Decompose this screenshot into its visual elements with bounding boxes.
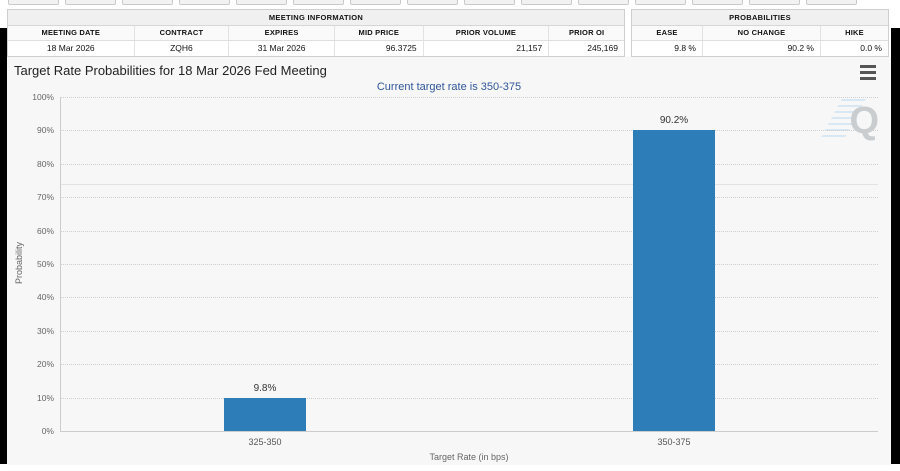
col-prior-volume: PRIOR VOLUME	[422, 26, 549, 40]
faint-plot-line	[60, 183, 878, 185]
probabilities-title: PROBABILITIES	[632, 10, 888, 26]
meeting-information-title: MEETING INFORMATION	[8, 10, 624, 26]
col-contract: CONTRACT	[133, 26, 229, 40]
left-black-edge	[0, 28, 7, 464]
y-tick-label: 0%	[41, 426, 54, 436]
meeting-date-tab[interactable]	[8, 0, 59, 5]
y-tick-label: 20%	[36, 359, 54, 370]
col-hike: HIKE	[820, 26, 888, 40]
x-category-label: 325-350	[248, 437, 282, 447]
chart-subtitle: Current target rate is 350-375	[376, 81, 522, 93]
col-meeting-date: MEETING DATE	[41, 28, 101, 37]
gridline	[60, 364, 878, 366]
meeting-date-tab[interactable]	[122, 0, 173, 5]
y-tick-label: 40%	[36, 292, 54, 303]
gridline	[60, 297, 878, 299]
meeting-tabs-strip	[0, 0, 900, 6]
meeting-information-value-row: 18 Mar 2026 ZQH6 31 Mar 2026 96.3725 21,…	[8, 41, 624, 56]
bar-value-label: 9.8%	[253, 383, 277, 394]
hamburger-icon[interactable]	[858, 65, 878, 80]
gridline	[60, 264, 878, 265]
right-black-edge	[891, 28, 900, 464]
y-tick-label: 10%	[36, 392, 54, 403]
probabilities-table: PROBABILITIES EASE NO CHANGE HIKE 9.8 % …	[631, 9, 889, 57]
meeting-date-tab[interactable]	[464, 0, 515, 5]
y-tick-label: 100%	[32, 92, 54, 102]
bar-325-350[interactable]	[224, 398, 306, 431]
gridline	[60, 97, 878, 98]
summary-tables: MEETING INFORMATION MEETING DATE CONTRAC…	[7, 9, 889, 57]
value-hike: 0.0 %	[820, 41, 888, 56]
meeting-date-tab[interactable]	[65, 0, 116, 5]
meeting-date-tab[interactable]	[635, 0, 686, 5]
gridline	[60, 163, 878, 165]
y-tick-label: 90%	[36, 125, 54, 136]
value-no-change: 90.2 %	[702, 41, 820, 56]
y-tick-label: 60%	[36, 225, 54, 236]
fedwatch-chart-panel: Target Rate Probabilities for 18 Mar 202…	[7, 57, 891, 465]
value-expires: 31 Mar 2026	[228, 41, 334, 56]
gridline	[60, 197, 878, 199]
meeting-date-tab[interactable]	[692, 0, 743, 5]
meeting-date-tab[interactable]	[578, 0, 629, 5]
bar-350-375[interactable]	[633, 130, 715, 431]
quikstrike-watermark-logo: Q	[820, 99, 879, 145]
x-axis-title: Target Rate (in bps)	[429, 452, 509, 462]
meeting-date-tab[interactable]	[407, 0, 458, 5]
chart-title: Target Rate Probabilities for 18 Mar 202…	[14, 63, 327, 78]
gridline	[60, 330, 878, 332]
meeting-date-tab[interactable]	[293, 0, 344, 5]
gridline	[60, 130, 878, 132]
meeting-date-tab[interactable]	[350, 0, 401, 5]
value-contract: ZQH6	[133, 41, 229, 56]
col-mid-price: MID PRICE	[333, 26, 423, 40]
col-no-change: NO CHANGE	[702, 26, 820, 40]
x-axis-line	[60, 431, 878, 432]
meeting-date-tab[interactable]	[179, 0, 230, 5]
meeting-date-tab[interactable]	[749, 0, 800, 5]
y-tick-label: 70%	[36, 192, 54, 203]
meeting-information-header-row: MEETING DATE CONTRACT EXPIRES MID PRICE …	[8, 26, 624, 41]
y-tick-label: 30%	[36, 325, 54, 336]
value-ease: 9.8 %	[674, 43, 696, 53]
meeting-date-tab[interactable]	[236, 0, 287, 5]
watermark-q-letter: Q	[849, 100, 879, 142]
value-meeting-date: 18 Mar 2026	[46, 43, 95, 53]
value-prior-volume: 21,157	[422, 41, 549, 56]
gridline	[60, 397, 878, 399]
meeting-date-tab[interactable]	[521, 0, 572, 5]
value-mid-price: 96.3725	[333, 41, 423, 56]
x-category-label: 350-375	[657, 437, 691, 447]
y-axis-line	[60, 97, 61, 431]
gridline	[60, 230, 878, 232]
col-prior-oi: PRIOR OI	[548, 26, 624, 40]
probabilities-header-row: EASE NO CHANGE HIKE	[632, 26, 888, 41]
probabilities-value-row: 9.8 % 90.2 % 0.0 %	[632, 41, 888, 56]
col-expires: EXPIRES	[228, 26, 334, 40]
bar-value-label: 90.2%	[659, 115, 689, 126]
y-tick-label: 80%	[36, 158, 54, 169]
meeting-information-table: MEETING INFORMATION MEETING DATE CONTRAC…	[7, 9, 625, 57]
meeting-date-tab[interactable]	[806, 0, 857, 5]
y-tick-label: 50%	[36, 259, 54, 269]
value-prior-oi: 245,169	[548, 41, 624, 56]
col-ease: EASE	[656, 28, 678, 37]
